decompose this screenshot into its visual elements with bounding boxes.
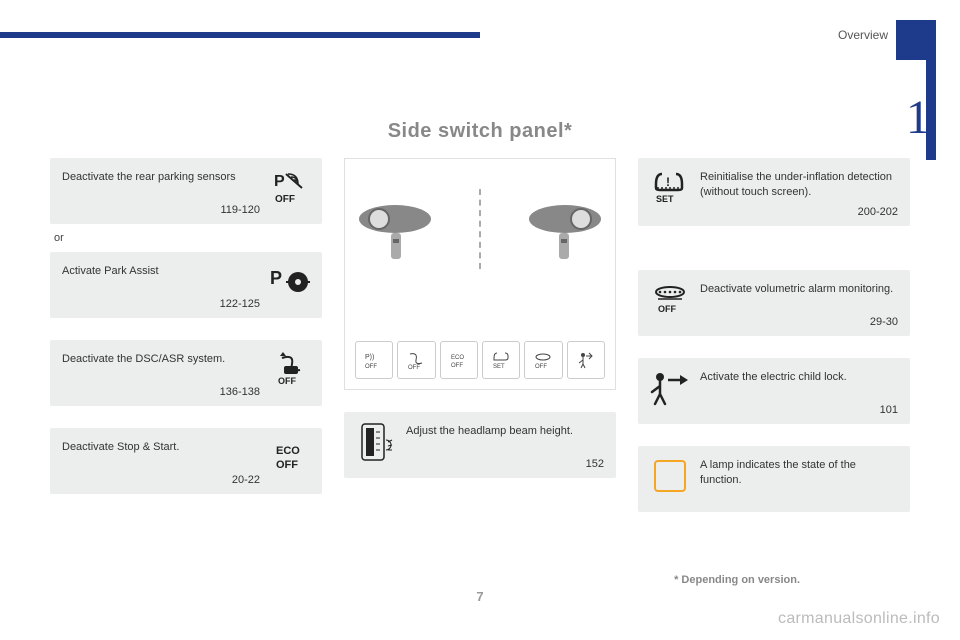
park-assist-icon: P bbox=[270, 262, 310, 302]
svg-text:OFF: OFF bbox=[408, 365, 420, 371]
svg-text:ECO: ECO bbox=[451, 355, 464, 361]
card-alarm-monitoring: OFF Deactivate volumetric alarm monitori… bbox=[638, 270, 910, 336]
svg-text:OFF: OFF bbox=[275, 194, 295, 205]
svg-text:OFF: OFF bbox=[535, 364, 547, 370]
card-rear-parking-sensors: Deactivate the rear parking sensors 119-… bbox=[50, 158, 322, 224]
alarm-off-icon: OFF bbox=[650, 280, 690, 320]
footnote: * Depending on version. bbox=[674, 574, 800, 586]
panel-btn-alarm: OFF bbox=[524, 341, 562, 379]
card-label: Deactivate Stop & Start. bbox=[62, 438, 260, 455]
svg-text:OFF: OFF bbox=[658, 304, 676, 314]
dsc-off-icon: OFF bbox=[270, 350, 310, 390]
top-accent-bar bbox=[0, 32, 480, 38]
card-label: A lamp indicates the state of the functi… bbox=[700, 456, 898, 488]
child-lock-icon bbox=[650, 368, 690, 408]
spacer bbox=[638, 248, 910, 270]
card-pages: 200-202 bbox=[700, 206, 898, 218]
page-title: Side switch panel* bbox=[0, 120, 960, 143]
panel-btn-set: SET bbox=[482, 341, 520, 379]
card-label: Deactivate the DSC/ASR system. bbox=[62, 350, 260, 367]
top-right-accent bbox=[896, 20, 936, 60]
card-pages: 29-30 bbox=[700, 316, 898, 328]
center-column: P)) OFF OFF ECO OFF SET OFF bbox=[344, 158, 616, 534]
left-column: Deactivate the rear parking sensors 119-… bbox=[50, 158, 322, 534]
card-pages: 152 bbox=[406, 458, 604, 470]
content-columns: Deactivate the rear parking sensors 119-… bbox=[50, 158, 910, 534]
card-label: Adjust the headlamp beam height. bbox=[406, 422, 604, 439]
card-child-lock: Activate the electric child lock. 101 bbox=[638, 358, 910, 424]
svg-text:OFF: OFF bbox=[451, 363, 463, 369]
or-divider: or bbox=[54, 232, 322, 244]
indicator-lamp-icon bbox=[650, 456, 690, 496]
svg-text:P: P bbox=[270, 268, 282, 288]
card-headlamp-height: Adjust the headlamp beam height. 152 bbox=[344, 412, 616, 478]
svg-text:P: P bbox=[274, 173, 285, 190]
manual-page: Overview 1 Side switch panel* Deactivate… bbox=[0, 0, 960, 640]
panel-btn-dsc: OFF bbox=[397, 341, 435, 379]
panel-button-row: P)) OFF OFF ECO OFF SET OFF bbox=[355, 341, 605, 379]
svg-text:ECO: ECO bbox=[276, 445, 300, 457]
card-park-assist: Activate Park Assist 122-125 P bbox=[50, 252, 322, 318]
parking-sensor-off-icon: P OFF bbox=[270, 168, 310, 208]
card-stop-start: Deactivate Stop & Start. 20-22 ECO OFF bbox=[50, 428, 322, 494]
card-pages: 136-138 bbox=[62, 386, 260, 398]
svg-text:SET: SET bbox=[656, 194, 674, 204]
panel-btn-eco: ECO OFF bbox=[440, 341, 478, 379]
card-indicator-lamp: A lamp indicates the state of the functi… bbox=[638, 446, 910, 512]
card-label: Deactivate the rear parking sensors bbox=[62, 168, 260, 185]
eco-off-icon: ECO OFF bbox=[270, 438, 310, 478]
card-pages: 119-120 bbox=[62, 204, 260, 216]
svg-text:P)): P)) bbox=[365, 354, 374, 361]
tyre-set-icon: ! SET bbox=[650, 168, 690, 208]
card-label: Deactivate volumetric alarm monitoring. bbox=[700, 280, 898, 297]
svg-text:!: ! bbox=[666, 175, 670, 189]
breadcrumb: Overview bbox=[838, 28, 888, 42]
right-column: ! SET Reinitialise the under-inflation d… bbox=[638, 158, 910, 534]
panel-top-illustration bbox=[355, 169, 605, 289]
svg-text:OFF: OFF bbox=[278, 376, 296, 386]
card-label: Reinitialise the under-inflation detecti… bbox=[700, 168, 898, 200]
svg-text:OFF: OFF bbox=[365, 364, 377, 370]
card-dsc-asr: Deactivate the DSC/ASR system. 136-138 O… bbox=[50, 340, 322, 406]
panel-btn-child bbox=[567, 341, 605, 379]
headlamp-height-icon bbox=[356, 422, 396, 462]
card-under-inflation: ! SET Reinitialise the under-inflation d… bbox=[638, 158, 910, 226]
svg-text:OFF: OFF bbox=[276, 459, 298, 471]
left-panel-illustration bbox=[355, 199, 455, 259]
panel-btn-poff: P)) OFF bbox=[355, 341, 393, 379]
card-label: Activate the electric child lock. bbox=[700, 368, 898, 385]
svg-text:SET: SET bbox=[493, 364, 505, 370]
card-pages: 122-125 bbox=[62, 298, 260, 310]
page-number: 7 bbox=[0, 589, 960, 604]
card-pages: 20-22 bbox=[62, 474, 260, 486]
card-label: Activate Park Assist bbox=[62, 262, 260, 279]
watermark: carmanualsonline.info bbox=[778, 610, 940, 628]
switch-panel-diagram: P)) OFF OFF ECO OFF SET OFF bbox=[344, 158, 616, 390]
card-pages: 101 bbox=[700, 404, 898, 416]
right-panel-illustration bbox=[505, 199, 605, 259]
panel-divider bbox=[479, 189, 481, 269]
